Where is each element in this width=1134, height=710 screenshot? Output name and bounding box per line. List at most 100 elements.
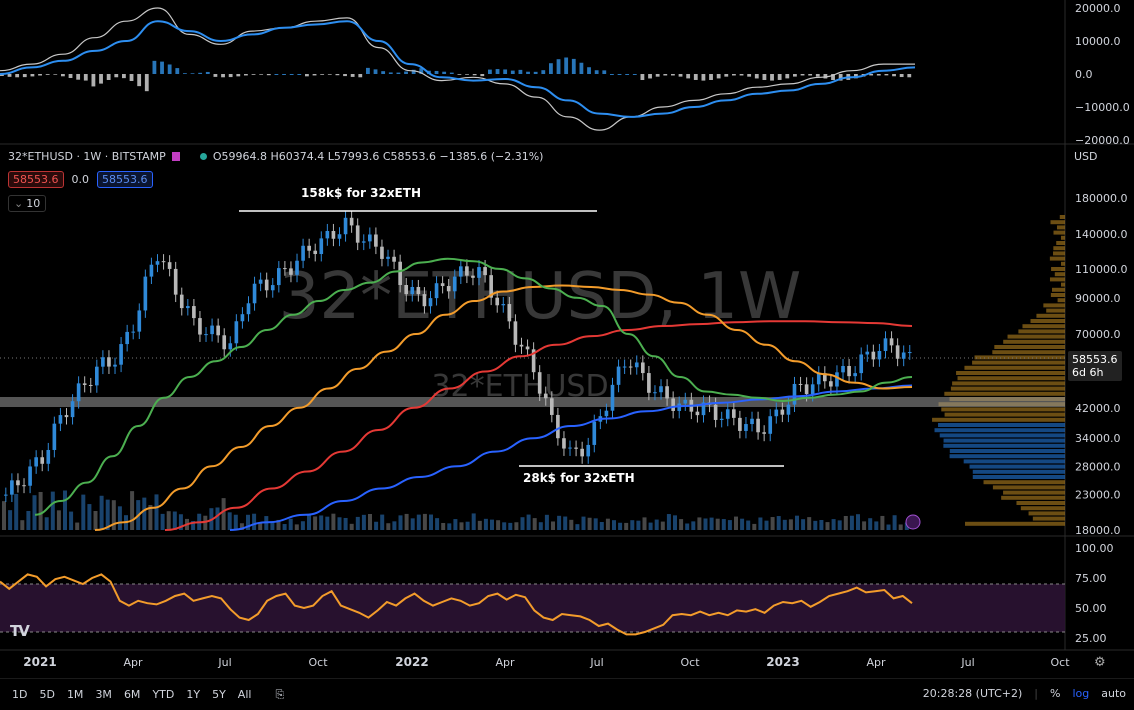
candle [829, 381, 833, 386]
timeframe-1y[interactable]: 1Y [186, 688, 200, 701]
timeframe-5y[interactable]: 5Y [212, 688, 226, 701]
percent-toggle[interactable]: % [1050, 687, 1060, 700]
macd-histogram-bar [541, 70, 545, 74]
volume-bar [521, 517, 525, 530]
macd-histogram-bar [114, 74, 118, 77]
timeframe-5d[interactable]: 5D [39, 688, 54, 701]
volume-bar [789, 519, 793, 530]
macd-histogram-bar [290, 74, 294, 75]
ask-box[interactable]: 58553.6 [97, 171, 153, 188]
candle [265, 280, 269, 291]
volume-bar [411, 518, 415, 530]
timeframe-1m[interactable]: 1M [67, 688, 84, 701]
candle [410, 287, 414, 294]
candle [659, 386, 663, 392]
volume-bar [87, 504, 91, 530]
candle [520, 345, 524, 347]
candle [550, 398, 554, 415]
volume-bar [234, 515, 238, 530]
volume-profile-bar [972, 361, 1065, 365]
volume-bar [539, 522, 543, 530]
volume-bar [551, 521, 555, 530]
volume-profile-bar [1050, 220, 1065, 224]
candle [356, 225, 360, 242]
volume-profile-bar [1057, 225, 1065, 229]
timeframe-6m[interactable]: 6M [124, 688, 141, 701]
volume-bar [399, 515, 403, 530]
candle [538, 372, 542, 393]
timeframe-1d[interactable]: 1D [12, 688, 27, 701]
volume-bar [331, 514, 335, 530]
macd-histogram-bar [877, 74, 881, 76]
gear-icon[interactable]: ⚙ [1094, 655, 1106, 670]
calendar-icon[interactable]: ⎘ [275, 688, 284, 702]
ohlc-values: O59964.8 H60374.4 L57993.6 C58553.6 −138… [213, 150, 544, 163]
volume-bar [435, 518, 439, 530]
auto-toggle[interactable]: auto [1101, 687, 1126, 700]
candle [338, 234, 342, 238]
bid-box[interactable]: 58553.6 [8, 171, 64, 188]
candle [514, 321, 518, 344]
timeframe-all[interactable]: All [238, 688, 252, 701]
time-axis-label: Jul [589, 656, 603, 669]
candle [865, 352, 869, 355]
candle [629, 367, 633, 368]
macd-histogram-bar [595, 70, 599, 74]
volume-profile-bar [1021, 506, 1065, 510]
candle [277, 268, 281, 285]
volume-bar [893, 515, 897, 530]
candle [89, 385, 93, 386]
ma-blue-line [230, 386, 912, 530]
flag-icon[interactable] [172, 152, 180, 161]
symbol-name[interactable]: 32*ETHUSD · 1W · BITSTAMP [8, 150, 166, 163]
volume-bar [661, 522, 665, 530]
macd-histogram-bar [610, 74, 614, 75]
macd-histogram-bar [214, 74, 218, 77]
candle [653, 392, 657, 393]
volume-bar [746, 521, 750, 530]
trading-chart[interactable]: 20000.0 10000.0 0.0 −10000.0 −20000.0 180000.… [0, 0, 1134, 678]
candle [392, 257, 396, 262]
volume-bar [368, 514, 372, 530]
volume-bar [679, 519, 683, 530]
volume-bar [453, 519, 457, 530]
timeframe-3m[interactable]: 3M [95, 688, 112, 701]
macd-histogram-bar [275, 74, 279, 75]
volume-bar [618, 523, 622, 530]
tradingview-logo-icon[interactable]: TV [10, 622, 28, 640]
length-value: 10 [26, 197, 40, 210]
clock[interactable]: 20:28:28 (UTC+2) [923, 687, 1023, 700]
macd-histogram-bar [694, 74, 698, 80]
volume-bar [856, 514, 860, 530]
macd-histogram-bar [191, 73, 195, 74]
macd-histogram-bar [160, 62, 164, 74]
volume-bar [228, 512, 232, 530]
volume-bar [496, 520, 500, 530]
price-tick-label: 23000.0 [1075, 489, 1121, 502]
volume-profile-bar [1061, 283, 1065, 287]
volume-bar [533, 518, 537, 530]
volume-bar [8, 510, 12, 530]
annotation-top: 158k$ for 32xETH [301, 186, 421, 200]
volume-profile-bar [945, 413, 1065, 417]
volume-profile-bar [1046, 309, 1065, 313]
macd-histogram-bar [709, 74, 713, 80]
macd-histogram-bar [602, 70, 606, 74]
volume-bar [783, 520, 787, 530]
macd-tick-label: 0.0 [1075, 68, 1093, 81]
macd-signal-line [0, 8, 915, 130]
volume-bar [130, 491, 134, 530]
macd-histogram-bar [488, 70, 492, 74]
volume-bar [514, 522, 518, 530]
length-input[interactable]: ⌄ 10 [8, 195, 46, 212]
candle [404, 285, 408, 294]
volume-bar [26, 511, 30, 530]
timeframe-ytd[interactable]: YTD [152, 688, 174, 701]
candle [192, 306, 196, 318]
candle [180, 295, 184, 308]
macd-histogram-bar [175, 68, 179, 74]
log-toggle[interactable]: log [1072, 687, 1089, 700]
macd-histogram-bar [297, 74, 301, 75]
volume-bar [301, 521, 305, 530]
macd-histogram-bar [374, 69, 378, 74]
